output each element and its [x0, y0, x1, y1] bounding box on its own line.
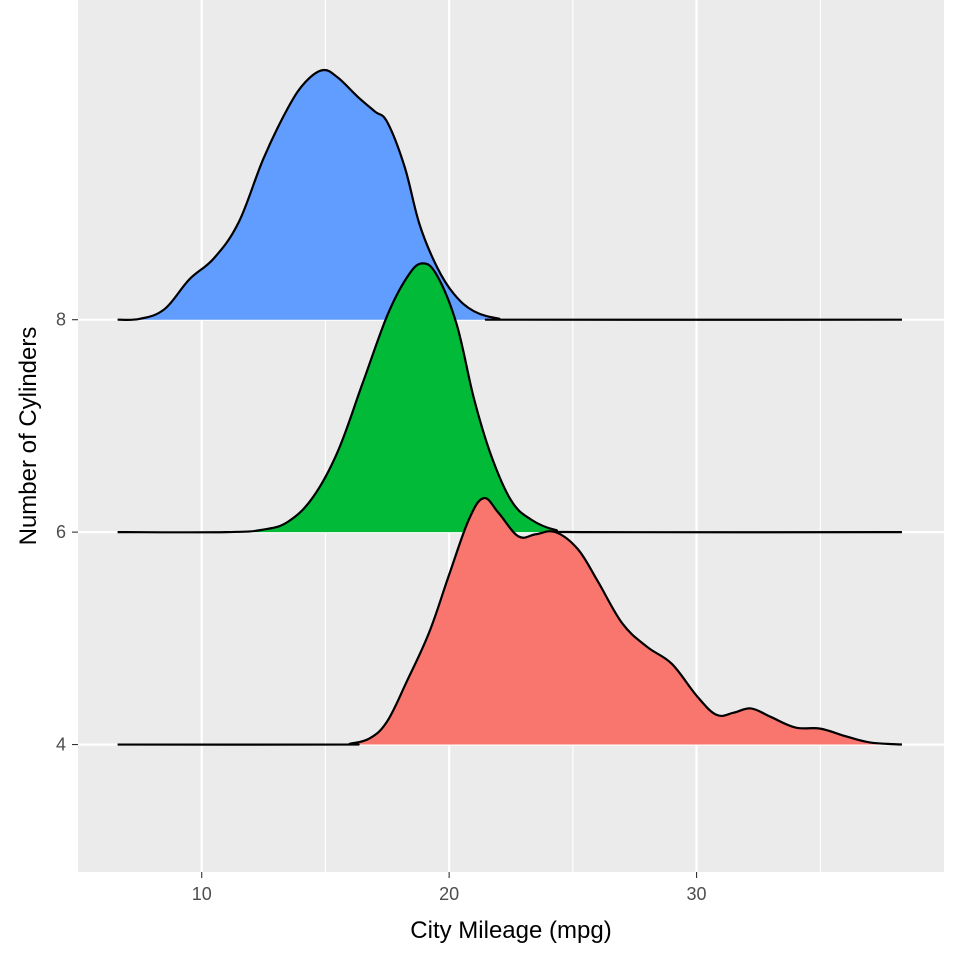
ridge-line-6	[117, 262, 902, 534]
y-tick-label: 4	[56, 735, 66, 755]
ridge-fill-4	[117, 498, 902, 745]
ridge-line-4	[117, 497, 903, 746]
x-tick-label: 20	[439, 884, 459, 904]
x-axis-title: City Mileage (mpg)	[410, 917, 611, 944]
y-tick-label: 8	[56, 310, 66, 330]
ridge-line-8	[117, 68, 902, 322]
y-tick-label: 6	[56, 522, 66, 542]
x-axis: 10 20 30	[192, 872, 707, 904]
density-ridges	[117, 68, 903, 746]
x-tick-label: 30	[687, 884, 707, 904]
ridge-fill-8	[117, 69, 902, 320]
y-axis-title: Number of Cylinders	[15, 327, 42, 546]
y-axis: 4 6 8	[56, 310, 78, 755]
x-tick-label: 10	[192, 884, 212, 904]
